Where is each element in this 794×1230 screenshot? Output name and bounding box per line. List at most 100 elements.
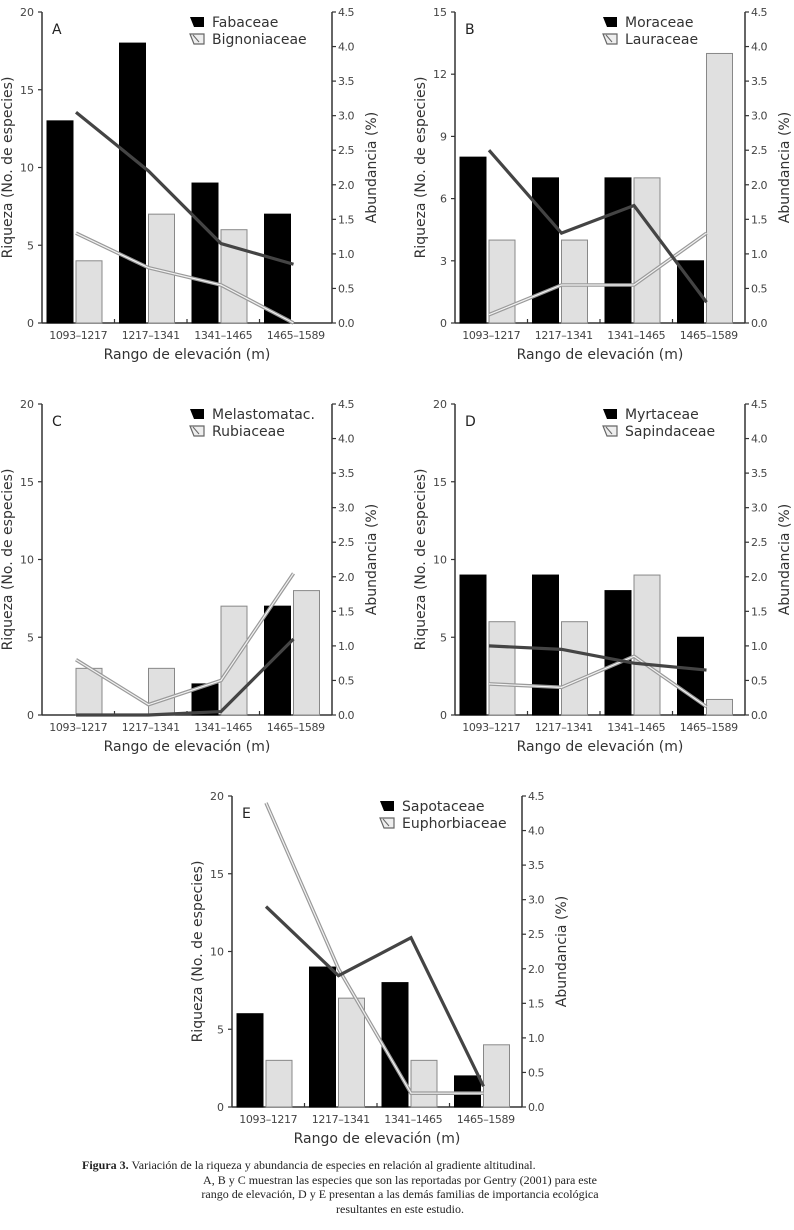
x-tick-label: 1093–1217 — [462, 329, 520, 342]
bar-euphorbiaceae — [483, 1044, 510, 1108]
y2-tick-label: 0.5 — [338, 282, 354, 295]
y-tick-label: 6 — [440, 193, 447, 206]
bar-euphorbiaceae — [338, 997, 365, 1108]
y2-tick-label: 2.0 — [338, 571, 354, 584]
line-highlight — [488, 655, 707, 708]
y2-tick-label: 4.0 — [751, 41, 767, 54]
x-tick-label: 1093–1217 — [49, 329, 107, 342]
bar-sapindaceae — [488, 621, 516, 716]
y2-tick-label: 3.0 — [751, 502, 767, 515]
y2-tick-label: 0.5 — [751, 674, 767, 687]
y2-tick-label: 0.0 — [528, 1101, 544, 1114]
legend-swatch-stripe — [192, 426, 200, 435]
y2-tick-label: 1.0 — [528, 1032, 544, 1045]
x-axis-title: Rango de elevación (m) — [294, 1131, 461, 1147]
line-sapindaceae — [488, 654, 708, 709]
bar-sapindaceae — [561, 621, 588, 716]
panel-d: 0 5 10 15 20 0.0 0.5 1.0 1.5 2.0 2.5 3.0 3.5 4.0 4.5 10… — [410, 392, 794, 767]
y-tick-label: 10 — [20, 554, 34, 567]
bar-euphorbiaceae — [265, 1059, 293, 1108]
y2-tick-label: 4.0 — [338, 41, 354, 54]
x-tick-label: 1217–1341 — [535, 329, 593, 342]
y-tick-label: 15 — [433, 6, 447, 19]
y2-tick-label: 2.0 — [751, 571, 767, 584]
legend-swatch-black — [603, 409, 617, 419]
y2-tick-label: 3.0 — [528, 894, 544, 907]
y2-tick-label: 2.5 — [338, 536, 354, 549]
y-tick-label: 15 — [433, 476, 447, 489]
line-highlight — [265, 802, 484, 1094]
x-tick-label: 1465–1589 — [680, 329, 738, 342]
bar-fabaceae — [191, 182, 219, 324]
x-tick-label: 1093–1217 — [49, 721, 107, 734]
legend-swatch-stripe — [192, 34, 200, 43]
y2-axis-title: Abundancia (%) — [554, 896, 570, 1007]
y2-tick-label: 4.5 — [751, 398, 767, 411]
line-rubiaceae — [75, 572, 295, 707]
y-axis-title: Riqueza (No. de especies) — [0, 77, 16, 259]
y2-axis-title: Abundancia (%) — [364, 504, 380, 615]
y2-tick-label: 3.5 — [528, 859, 544, 872]
y-tick-label: 20 — [433, 398, 447, 411]
legend-label: Euphorbiaceae — [402, 816, 507, 832]
bar-myrtaceae — [604, 590, 632, 716]
y2-axis-title: Abundancia (%) — [777, 112, 793, 223]
bar-myrtaceae — [532, 574, 559, 716]
y-tick-label: 5 — [27, 239, 34, 252]
y-tick-label: 5 — [27, 631, 34, 644]
legend-label: Sapotaceae — [402, 799, 485, 815]
y2-tick-label: 4.5 — [338, 6, 354, 19]
x-axis-title: Rango de elevación (m) — [517, 347, 684, 363]
bar-fabaceae — [119, 42, 146, 324]
y-axis-title: Riqueza (No. de especies) — [0, 469, 16, 651]
y2-tick-label: 2.5 — [338, 144, 354, 157]
y2-tick-label: 4.0 — [751, 433, 767, 446]
y-tick-label: 20 — [210, 790, 224, 803]
x-tick-label: 1217–1341 — [122, 721, 180, 734]
panel-b: 0 3 6 9 12 15 0.0 0.5 1.0 1.5 2.0 2.5 3.0 3.5 4.0 4.5 10… — [410, 0, 794, 375]
legend-swatch-stripe — [605, 426, 613, 435]
x-tick-label: 1093–1217 — [239, 1113, 297, 1126]
bar-melastomatac — [264, 605, 291, 716]
chart-d: 0 5 10 15 20 0.0 0.5 1.0 1.5 2.0 2.5 3.0 3.5 4.0 4.5 10… — [413, 398, 793, 755]
bar-moraceae — [532, 177, 559, 324]
x-axis-title: Rango de elevación (m) — [517, 739, 684, 755]
y2-tick-label: 0.5 — [338, 674, 354, 687]
y2-tick-label: 0.0 — [751, 709, 767, 722]
panel-label: B — [465, 22, 475, 38]
legend-swatch-stripe — [605, 34, 613, 43]
bar-lauraceae — [633, 177, 661, 324]
legend-swatch-stripe — [382, 818, 390, 827]
y-tick-label: 12 — [433, 68, 447, 81]
y2-tick-label: 0.0 — [338, 709, 354, 722]
y2-tick-label: 4.5 — [338, 398, 354, 411]
y2-tick-label: 2.0 — [338, 179, 354, 192]
y-tick-label: 3 — [440, 255, 447, 268]
panel-e: 0 5 10 15 20 0.0 0.5 1.0 1.5 2.0 2.5 3.0 3.5 4.0 4.5 10… — [187, 784, 587, 1159]
caption-line1: Variación de la riqueza y abundancia de … — [128, 1158, 536, 1172]
x-tick-label: 1341–1465 — [384, 1113, 442, 1126]
y-tick-label: 9 — [440, 130, 447, 143]
y-tick-label: 20 — [20, 398, 34, 411]
y-tick-label: 5 — [217, 1023, 224, 1036]
x-tick-label: 1465–1589 — [680, 721, 738, 734]
y2-tick-label: 2.0 — [751, 179, 767, 192]
y-tick-label: 0 — [217, 1101, 224, 1114]
y2-tick-label: 1.0 — [338, 248, 354, 261]
bar-bignoniaceae — [75, 260, 103, 324]
legend-swatch-black — [380, 801, 394, 811]
bar-sapindaceae — [633, 574, 661, 716]
bar-euphorbiaceae — [410, 1059, 438, 1108]
line-fabaceae — [74, 110, 294, 266]
y2-tick-label: 3.0 — [751, 110, 767, 123]
y2-tick-label: 3.0 — [338, 110, 354, 123]
panel-c: 0 5 10 15 20 0.0 0.5 1.0 1.5 2.0 2.5 3.0 3.5 4.0 4.5 10… — [0, 392, 397, 767]
y-axis-title: Riqueza (No. de especies) — [413, 77, 429, 259]
y-tick-label: 15 — [20, 476, 34, 489]
panel-label: D — [465, 414, 476, 430]
y-axis-title: Riqueza (No. de especies) — [190, 861, 206, 1043]
legend-swatch-black — [190, 409, 204, 419]
x-tick-label: 1341–1465 — [607, 721, 665, 734]
x-axis-title: Rango de elevación (m) — [104, 347, 271, 363]
